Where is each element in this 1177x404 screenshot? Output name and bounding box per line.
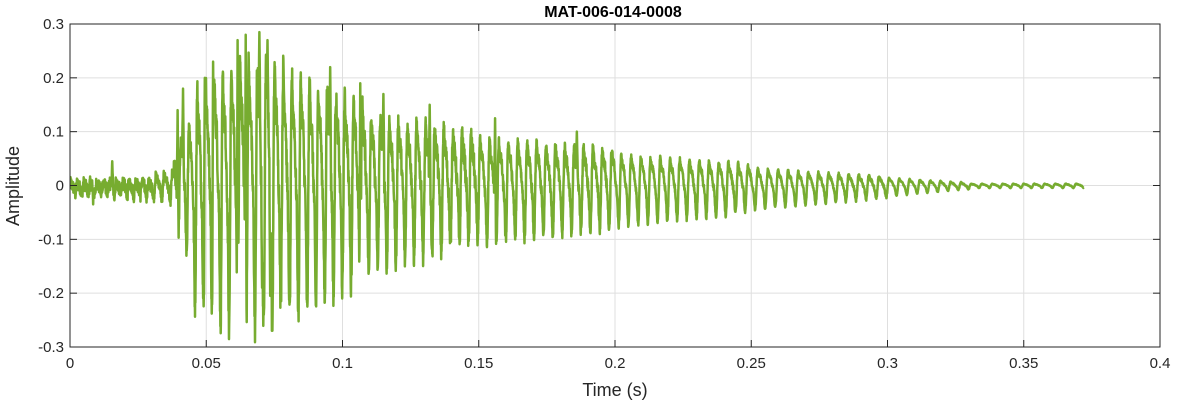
waveform-series: [70, 30, 1085, 344]
y-tick-label: -0.1: [38, 231, 64, 248]
axis-ticks: [69, 23, 1161, 348]
x-tick-label: 0.35: [1009, 355, 1038, 372]
x-tick-label: 0.1: [332, 355, 353, 372]
x-tick-label: 0.05: [192, 355, 221, 372]
x-tick-label: 0.4: [1150, 355, 1171, 372]
y-tick-label: 0.3: [43, 16, 64, 33]
y-tick-label: -0.3: [38, 339, 64, 356]
x-tick-label: 0.3: [877, 355, 898, 372]
x-tick-label: 0.15: [464, 355, 493, 372]
x-axis-label: Time (s): [582, 380, 647, 400]
y-tick-label: 0.1: [43, 124, 64, 141]
chart-title: MAT-006-014-0008: [544, 4, 682, 21]
x-tick-labels: 0 0.05 0.1 0.15 0.2 0.25 0.3 0.35 0.4: [66, 355, 1171, 372]
y-tick-label: 0: [56, 178, 64, 195]
y-axis-label: Amplitude: [3, 146, 23, 226]
y-tick-label: -0.2: [38, 285, 64, 302]
y-tick-label: 0.2: [43, 70, 64, 87]
y-tick-labels: -0.3 -0.2 -0.1 0 0.1 0.2 0.3: [38, 16, 64, 356]
x-tick-label: 0.2: [605, 355, 626, 372]
x-tick-label: 0: [66, 355, 74, 372]
x-tick-label: 0.25: [737, 355, 766, 372]
